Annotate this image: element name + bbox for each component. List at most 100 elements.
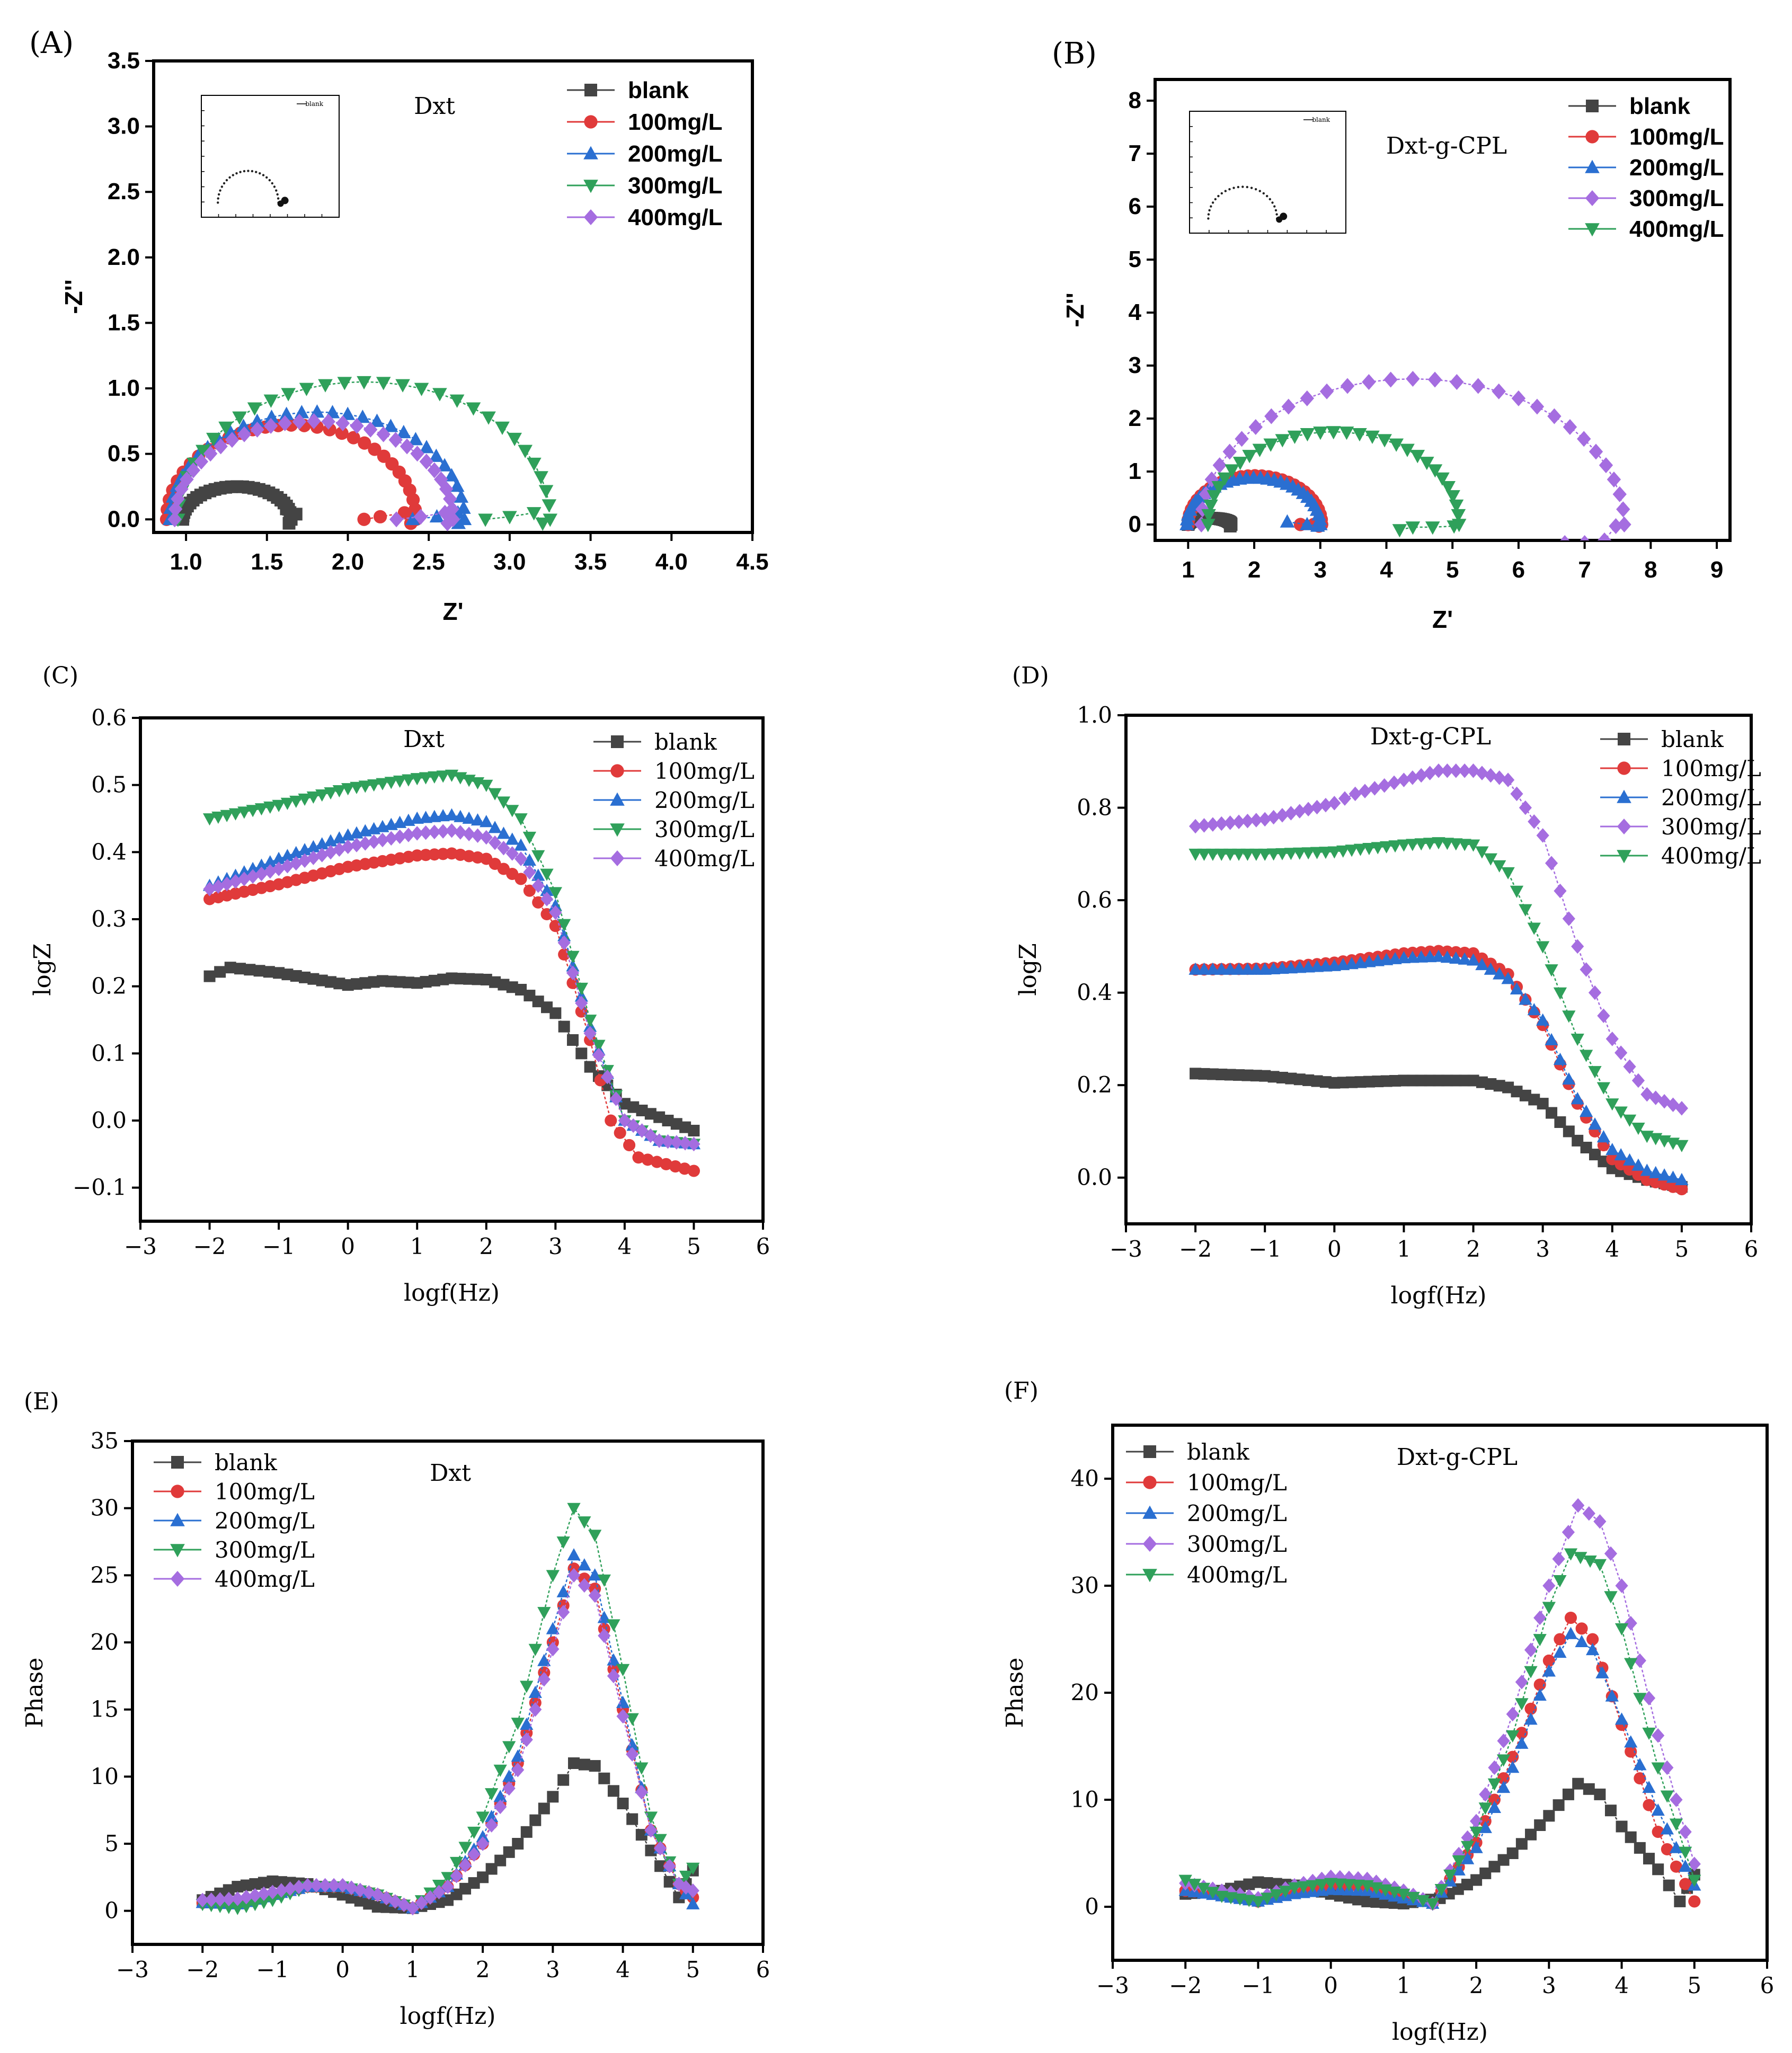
data-point [547,1791,559,1803]
data-point [1577,431,1591,447]
data-point [669,1160,682,1173]
data-point [1497,1772,1510,1785]
data-point [1301,847,1315,860]
data-point [540,892,554,906]
data-point [1617,517,1631,532]
data-point [556,1585,570,1597]
data-point [1353,843,1368,856]
data-point [275,1876,287,1888]
inset-point [1211,201,1214,204]
data-point [232,411,247,425]
data-point [686,1883,699,1898]
data-point [1222,443,1237,460]
data-point [281,388,296,402]
legend-marker [583,146,598,159]
data-point [1652,1826,1664,1838]
y-tick-label: 0.2 [1077,1072,1112,1098]
data-point [495,421,510,435]
data-point [1427,464,1443,478]
inset-point [1275,213,1278,216]
data-point [1562,1010,1576,1023]
data-point [520,1717,534,1730]
data-point [1525,1828,1537,1841]
data-point [1214,962,1228,975]
data-point [1582,1506,1595,1521]
data-point [318,1878,332,1893]
data-point [1284,848,1298,860]
data-point [239,1889,253,1905]
x-tick-label: 6 [756,1957,770,1983]
data-point [598,1628,611,1643]
data-point [438,504,452,521]
data-point [488,835,502,850]
data-point [507,432,522,447]
data-point [1423,838,1437,850]
data-point [540,868,554,881]
data-point [237,865,251,878]
legend-marker [1143,1445,1156,1458]
legend-label: 100mg/L [1629,124,1724,150]
x-tick-label: 2 [479,1233,493,1259]
data-point [203,446,218,462]
x-tick-label: 1 [1182,557,1194,583]
data-point [1207,490,1222,504]
data-point [476,1811,490,1824]
data-point [1571,1092,1584,1105]
data-point [1275,962,1289,974]
data-point [203,882,216,896]
x-tick-label: −2 [1169,1972,1202,1998]
x-tick-label: 5 [687,1233,701,1259]
data-point [1605,1098,1619,1111]
data-point [1631,1123,1645,1135]
inset-point [1254,188,1257,191]
data-point [1631,1158,1645,1171]
data-point [1397,950,1411,964]
y-tick-label: −0.1 [73,1175,127,1201]
data-point [1293,847,1307,860]
data-point [458,1858,472,1873]
data-point [1651,1803,1665,1816]
data-point [376,426,391,442]
data-point [466,402,481,416]
y-tick-label: 30 [91,1495,119,1521]
data-point [496,796,511,809]
inset-point [1207,217,1210,220]
x-tick-label: −2 [193,1233,226,1259]
data-point [534,471,548,485]
data-point [527,457,542,472]
data-point [1264,408,1279,424]
data-point [228,808,243,821]
data-point [1675,1183,1688,1196]
data-point [1527,922,1541,935]
data-point [1614,1148,1628,1161]
x-tick-label: 3 [546,1957,560,1983]
data-point [1533,1610,1547,1625]
data-point [523,865,536,880]
data-point [1688,1874,1701,1887]
data-point [1263,438,1279,452]
data-point [408,432,423,446]
y-tick-label: 25 [91,1562,119,1588]
data-point [538,485,554,499]
data-point [1478,1820,1492,1833]
inset-point [251,170,254,173]
data-point [376,377,391,390]
data-point [1633,1758,1647,1771]
data-point [254,803,269,816]
x-tick-label: 1.5 [251,549,283,575]
chart-title: Dxt-g-CPL [1386,132,1507,159]
data-point [598,1772,610,1784]
legend-label: 200mg/L [1661,785,1761,811]
inset-point [1271,201,1274,204]
x-tick-label: −1 [1248,1236,1281,1262]
inset-legend-label: blank [1312,116,1330,123]
data-point [514,813,528,826]
y-tick-label: 0 [104,1898,119,1924]
data-point [1232,962,1246,975]
inset-point [1224,190,1227,192]
data-point [1275,434,1290,448]
legend-label: 200mg/L [215,1508,315,1534]
panel-f: (F) −3 −2 −1 0 1 2 3 4 5 6 0 10 20 30 40 logf(Hz) Phase Dx… [1001,1377,1774,2046]
data-point [1543,1810,1555,1822]
data-point [1358,784,1372,798]
